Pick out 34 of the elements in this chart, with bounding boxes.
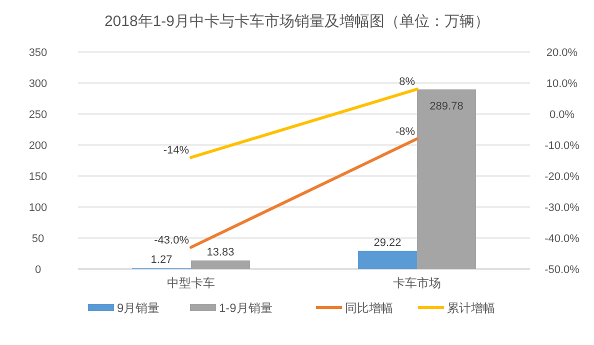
y-tick-label: 350 [28, 47, 48, 59]
bar [358, 250, 417, 269]
y2-tick-label: 10.0% [546, 78, 578, 90]
chart-title: 2018年1-9月中卡与卡车市场销量及增幅图（单位：万辆） [104, 13, 490, 30]
bar [191, 260, 250, 269]
y2-tick-label: 20.0% [546, 47, 578, 59]
y-tick-label: 250 [28, 109, 48, 121]
y-tick-label: 50 [32, 233, 44, 245]
y-tick-label: 200 [28, 140, 48, 152]
data-label: 1.27 [150, 254, 172, 266]
data-label: -43.0% [154, 234, 190, 246]
legend-label: 1-9月销量 [219, 301, 272, 315]
legend-label: 累计增幅 [447, 301, 495, 315]
y2-tick-label: 0.0% [549, 109, 575, 121]
bar [417, 89, 476, 269]
y2-tick-label: -40.0% [544, 233, 580, 245]
y-tick-label: 150 [28, 171, 48, 183]
x-tick-label: 卡车市场 [393, 276, 441, 290]
y-tick-label: 100 [28, 202, 48, 214]
y2-tick-label: -10.0% [544, 140, 580, 152]
x-tick-label: 中型卡车 [167, 276, 215, 290]
data-label: 289.78 [430, 100, 464, 112]
legend-label: 9月销量 [117, 301, 160, 315]
y-tick-label: 300 [28, 78, 48, 90]
data-label: -14% [163, 144, 190, 156]
y-tick-label: 0 [34, 264, 42, 276]
legend-label: 同比增幅 [345, 301, 393, 315]
y2-tick-label: -50.0% [544, 264, 580, 276]
y2-tick-label: -30.0% [544, 202, 580, 214]
data-label: 8% [399, 76, 416, 88]
data-label: 13.83 [206, 246, 234, 258]
y2-tick-label: -20.0% [544, 171, 580, 183]
data-label: 29.22 [374, 236, 402, 249]
data-label: -8% [395, 126, 416, 138]
